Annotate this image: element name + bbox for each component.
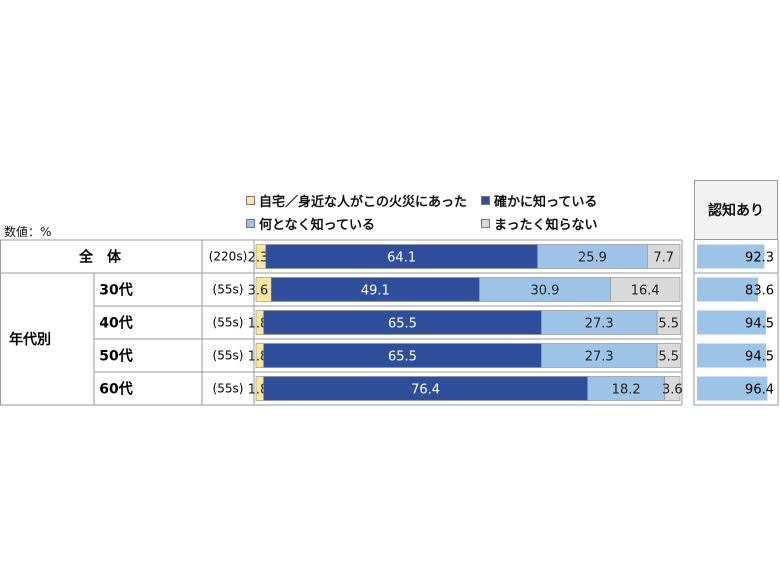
right-bar <box>697 244 765 269</box>
right-data-label: 83.6 <box>745 284 774 299</box>
data-label: 49.1 <box>361 284 390 299</box>
data-label: 1.8 <box>248 383 269 398</box>
right-bar <box>697 277 759 302</box>
legend-item-3: 何となく知っている <box>246 214 375 233</box>
right-header: 認知あり <box>694 180 778 240</box>
sample-size-label: (55s) <box>213 349 244 363</box>
bar-segment <box>537 244 648 269</box>
legend-item-1: 自宅／身近な人がこの火災にあった <box>246 191 467 210</box>
category-label: 50代 <box>99 348 132 365</box>
legend-swatch-2 <box>481 196 490 205</box>
bar-segment <box>265 244 538 269</box>
data-label: 16.4 <box>631 284 660 299</box>
group-label: 年代別 <box>9 331 51 348</box>
bar-segment <box>263 343 542 368</box>
data-label: 5.5 <box>658 317 679 332</box>
legend-swatch-4 <box>481 219 490 228</box>
right-data-label: 94.5 <box>745 317 774 332</box>
category-label: 30代 <box>99 282 132 299</box>
bar-segment <box>587 376 666 401</box>
right-header-label: 認知あり <box>708 203 764 219</box>
data-label: 1.8 <box>248 350 269 365</box>
data-label: 5.5 <box>658 350 679 365</box>
bar-segment <box>656 343 681 368</box>
data-label: 2.3 <box>248 251 269 266</box>
bar-segment <box>656 310 681 335</box>
right-bar <box>697 376 768 401</box>
bar-segment <box>664 376 681 401</box>
right-data-label: 96.4 <box>745 383 774 398</box>
data-label: 30.9 <box>530 284 559 299</box>
category-label: 全 体 <box>78 249 122 266</box>
category-label: 40代 <box>99 315 132 332</box>
unit-label: 数値：% <box>4 225 52 239</box>
legend-swatch-3 <box>246 219 255 228</box>
legend-label-1: 自宅／身近な人がこの火災にあった <box>259 195 468 210</box>
bar-segment <box>479 277 611 302</box>
sample-size-label: (220s) <box>209 250 248 264</box>
right-data-label: 94.5 <box>745 350 774 365</box>
bar-segment <box>610 277 681 302</box>
data-label: 76.4 <box>411 383 440 398</box>
sample-size-label: (55s) <box>213 382 244 396</box>
data-label: 27.3 <box>585 317 614 332</box>
data-label: 25.9 <box>578 251 607 266</box>
right-bar <box>697 310 766 335</box>
data-label: 65.5 <box>388 317 417 332</box>
right-data-label: 92.3 <box>745 251 774 266</box>
right-bar <box>697 343 766 368</box>
category-label: 60代 <box>99 381 132 398</box>
data-label: 64.1 <box>387 251 416 266</box>
legend-label-4: まったく知らない <box>494 218 598 233</box>
bar-segment <box>263 376 588 401</box>
data-label: 3.6 <box>248 284 269 299</box>
data-label: 27.3 <box>585 350 614 365</box>
legend-label-2: 確かに知っている <box>494 195 598 210</box>
bar-segment <box>541 310 658 335</box>
legend-item-2: 確かに知っている <box>481 191 597 210</box>
bar-segment <box>541 343 658 368</box>
data-label: 3.6 <box>662 383 683 398</box>
sample-size-label: (55s) <box>213 316 244 330</box>
bar-segment <box>263 310 542 335</box>
bar-segment <box>647 244 681 269</box>
sample-size-label: (55s) <box>213 283 244 297</box>
legend-item-4: まったく知らない <box>481 214 597 233</box>
data-label: 18.2 <box>612 383 641 398</box>
data-label: 1.8 <box>248 317 269 332</box>
legend-label-3: 何となく知っている <box>259 218 375 233</box>
legend-swatch-1 <box>246 196 255 205</box>
data-label: 65.5 <box>388 350 417 365</box>
data-label: 7.7 <box>653 251 674 266</box>
